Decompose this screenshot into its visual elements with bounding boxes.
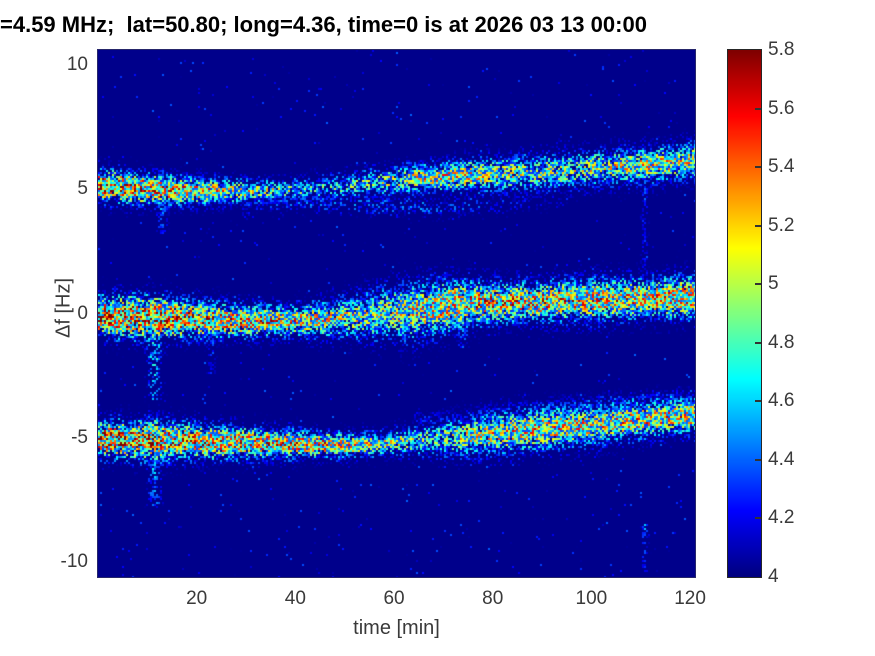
x-tick-label: 100 (575, 588, 608, 609)
colorbar-tick-label: 4.8 (768, 331, 795, 353)
colorbar-tick-label: 5.8 (768, 39, 795, 60)
colorbar-tick-mark (755, 224, 761, 227)
colorbar-tick-mark (755, 107, 761, 110)
colorbar-canvas (728, 50, 761, 577)
colorbar-tick-label: 5.4 (768, 156, 795, 178)
x-tick-label: 40 (284, 588, 306, 609)
colorbar-tick-mark (755, 283, 761, 286)
colorbar-tick-label: 4.2 (768, 507, 795, 529)
x-tick-label: 120 (674, 588, 706, 609)
colorbar-tick-label: 4.6 (768, 390, 795, 412)
figure-title: =4.59 MHz; lat=50.80; long=4.36, time=0 … (0, 12, 647, 37)
x-axis-label: time [min] (353, 617, 440, 639)
x-tick-label: 80 (482, 588, 504, 609)
colorbar-tick-label: 5 (768, 273, 779, 295)
colorbar-tick-label: 5.6 (768, 97, 795, 119)
y-tick-label: -5 (71, 426, 88, 448)
y-tick-label: -10 (60, 551, 88, 573)
colorbar-tick-mark (755, 458, 761, 461)
y-tick-label: 10 (66, 53, 88, 75)
colorbar-tick-mark (755, 517, 761, 520)
y-tick-label: 5 (77, 178, 88, 200)
x-tick-label: 60 (383, 588, 405, 609)
colorbar-tick-mark (755, 166, 761, 169)
spectrogram-plot (97, 49, 696, 578)
x-tick-label: 20 (186, 588, 208, 609)
y-tick-label: 0 (77, 302, 88, 324)
colorbar-tick-label: 4 (768, 566, 779, 587)
spectrogram-canvas (98, 50, 695, 577)
colorbar-tick-label: 4.4 (768, 448, 795, 470)
colorbar-tick-mark (755, 400, 761, 403)
colorbar-tick-mark (755, 341, 761, 344)
colorbar-tick-label: 5.2 (768, 214, 795, 236)
colorbar (727, 49, 762, 578)
